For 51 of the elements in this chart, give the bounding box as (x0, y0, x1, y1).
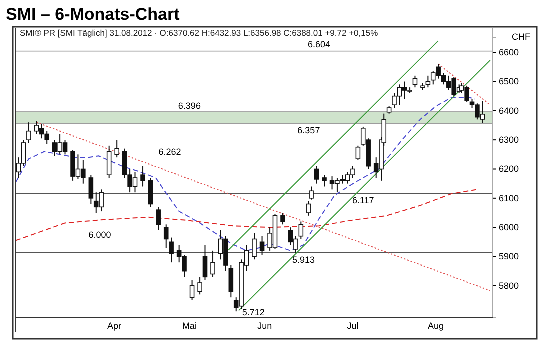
annotation: 6.396 (178, 101, 201, 112)
candlestick (314, 166, 320, 184)
y-tick-label: 6300 (499, 134, 520, 145)
candlestick (322, 174, 327, 188)
y-tick-label: 6600 (499, 47, 520, 58)
x-tick-label: Jul (347, 321, 359, 332)
chart-subtitle: SMI® PR [SMI Täglich] 31.08.2012 · O:6370.62 H:6432.93 L:6356.98 C:6388.01 +9.72 +0,15% (20, 28, 379, 38)
y-tick-label: 6500 (499, 76, 520, 87)
candlestick (156, 206, 161, 231)
candlestick (202, 244, 208, 281)
candlestick (106, 145, 112, 178)
annotation: 6.000 (88, 230, 112, 240)
y-tick-label: 6200 (499, 164, 520, 174)
annotation: 6.357 (298, 125, 320, 136)
candlestick (198, 276, 202, 296)
x-tick-label: Jun (258, 321, 272, 332)
line-series (16, 189, 478, 242)
y-tick-label: 5900 (499, 252, 520, 262)
annotation: 5.712 (242, 308, 265, 318)
y-tick-label: 6100 (499, 193, 520, 204)
chart-title: SMI – 6-Monats-Chart (6, 5, 180, 24)
candlestick (412, 75, 418, 88)
candlestick (426, 75, 431, 88)
annotation: 6.117 (352, 195, 374, 206)
y-axis-title: CHF (512, 32, 531, 42)
candlestick (26, 122, 32, 144)
x-tick-label: Aug (428, 321, 444, 332)
candlestick (298, 221, 304, 240)
candlestick (252, 232, 257, 260)
candlestick (114, 140, 120, 158)
annotation: 5.913 (292, 254, 316, 265)
candlestick (260, 236, 265, 256)
candlestick (228, 265, 234, 298)
y-tick-label: 6000 (499, 222, 520, 232)
candlestick (140, 166, 146, 188)
candlestick (309, 186, 314, 200)
candlestick (280, 212, 286, 226)
candlestick (169, 237, 174, 264)
y-tick-label: 5800 (499, 280, 520, 291)
y-tick-label: 6400 (499, 106, 520, 116)
x-tick-label: Mai (182, 321, 197, 332)
candlestick (306, 200, 312, 216)
annotation: 6.262 (158, 147, 182, 157)
candlestick (210, 250, 216, 278)
candlestick (148, 178, 154, 208)
x-tick-label: Apr (108, 321, 122, 332)
candlestick (88, 174, 94, 205)
candlestick (164, 224, 169, 248)
candlestick (190, 280, 195, 301)
annotation: 6.604 (308, 39, 331, 50)
candlestick (356, 145, 361, 161)
